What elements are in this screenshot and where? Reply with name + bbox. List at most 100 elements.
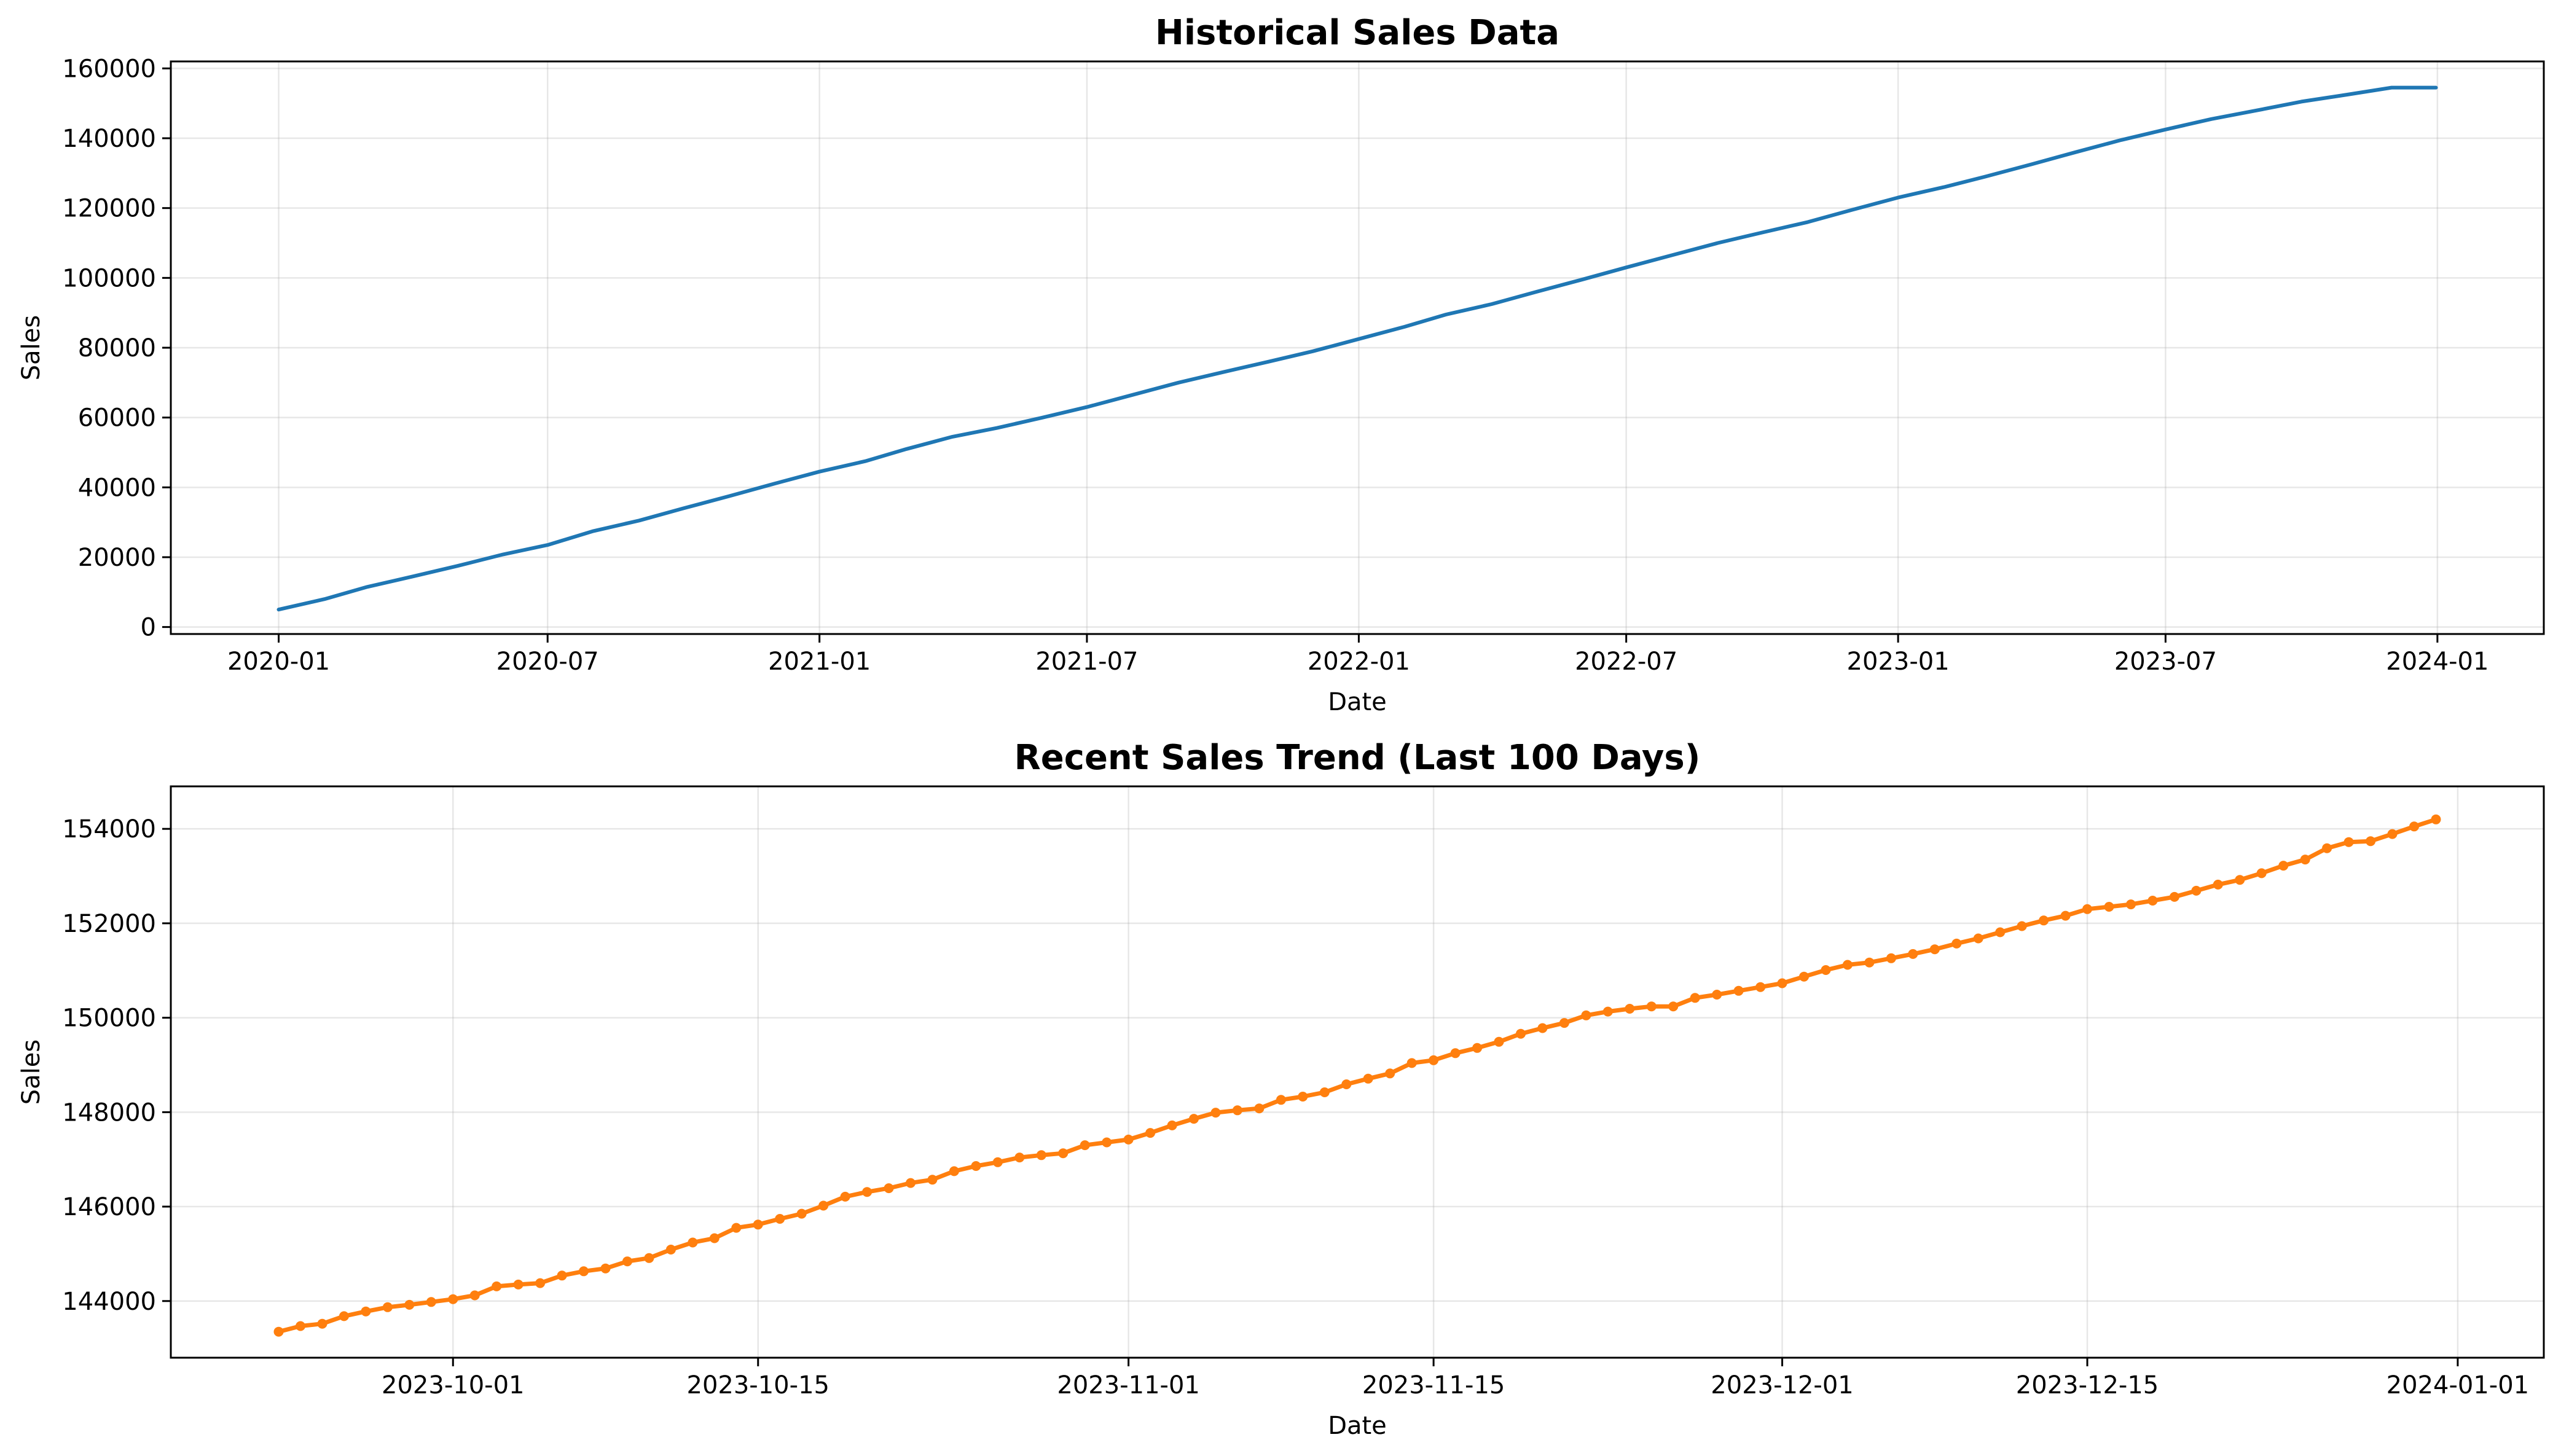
historical-x-axis-label: Date (1328, 688, 1387, 716)
data-point-marker (2235, 875, 2245, 885)
data-point-marker (1690, 993, 1700, 1003)
x-tick-label: 2023-11-15 (1362, 1371, 1505, 1399)
data-point-marker (2322, 843, 2332, 853)
x-tick-label: 2022-07 (1575, 648, 1677, 676)
data-point-marker (1014, 1153, 1025, 1163)
data-point-marker (2017, 921, 2027, 931)
data-point-marker (1494, 1036, 1504, 1047)
data-point-marker (513, 1279, 524, 1290)
y-tick-label: 150000 (62, 1004, 156, 1033)
recent-chart-title: Recent Sales Trend (Last 100 Days) (1014, 738, 1701, 778)
data-point-marker (840, 1191, 850, 1202)
data-point-marker (2191, 885, 2202, 896)
x-tick-label: 2023-10-15 (687, 1371, 829, 1399)
data-point-marker (665, 1245, 676, 1254)
y-tick-label: 146000 (62, 1193, 156, 1221)
data-point-marker (1799, 971, 1809, 982)
data-point-marker (361, 1306, 371, 1317)
data-point-marker (906, 1178, 916, 1188)
data-point-marker (2343, 837, 2354, 847)
x-tick-label: 2023-07 (2114, 648, 2217, 676)
data-point-marker (1995, 927, 2006, 937)
data-point-marker (1363, 1073, 1373, 1084)
data-point-marker (535, 1278, 546, 1288)
recent-sales-series-line (276, 817, 2438, 1334)
data-point-marker (1341, 1079, 1352, 1089)
y-tick-label: 0 (141, 614, 156, 642)
data-point-marker (1755, 982, 1766, 992)
data-point-marker (2082, 904, 2092, 914)
data-point-marker (1821, 965, 1831, 975)
historical-sales-chart: 2020-01 2020-07 2021-01 2021-07 2022-01 2022-… (17, 13, 2545, 716)
y-tick-label: 120000 (62, 195, 156, 223)
data-point-marker (1123, 1134, 1134, 1145)
data-point-marker (1646, 1001, 1657, 1012)
recent-sales-chart: 2023-10-01 2023-10-15 2023-11-01 2023-11-15… (17, 738, 2545, 1440)
data-point-marker (1733, 985, 1744, 996)
data-point-marker (1842, 960, 1853, 970)
data-point-marker (927, 1175, 938, 1185)
x-tick-label: 2021-01 (768, 648, 871, 676)
y-tick-label: 144000 (62, 1288, 156, 1316)
data-point-marker (1429, 1055, 1439, 1065)
data-point-marker (862, 1187, 873, 1197)
data-point-marker (2169, 891, 2179, 902)
x-tick-label: 2024-01-01 (2386, 1371, 2529, 1399)
y-tick-label: 20000 (78, 544, 156, 572)
data-point-marker (2104, 902, 2114, 912)
data-point-marker (731, 1223, 742, 1233)
x-tick-label: 2023-12-01 (1711, 1371, 1853, 1399)
y-tick-label: 148000 (62, 1098, 156, 1127)
x-tick-label: 2023-01 (1847, 648, 1950, 676)
data-point-marker (382, 1302, 393, 1312)
data-point-marker (1472, 1043, 1483, 1053)
data-point-marker (1712, 990, 1722, 1000)
data-point-marker (884, 1183, 894, 1194)
data-point-marker (273, 1326, 284, 1337)
y-tick-label: 60000 (78, 404, 156, 432)
data-point-marker (1929, 944, 1940, 955)
data-point-marker (1210, 1108, 1221, 1118)
data-point-marker (492, 1281, 502, 1291)
data-point-marker (1319, 1087, 1330, 1097)
data-point-marker (1777, 978, 1787, 988)
data-point-marker (600, 1263, 611, 1274)
data-point-marker (2147, 896, 2158, 906)
data-point-marker (775, 1214, 785, 1224)
data-point-marker (1625, 1004, 1635, 1014)
data-point-marker (1232, 1105, 1242, 1116)
data-point-marker (2039, 915, 2049, 926)
x-tick-label: 2020-07 (496, 648, 599, 676)
data-point-marker (622, 1256, 632, 1267)
data-point-marker (317, 1318, 327, 1329)
data-point-marker (949, 1166, 959, 1176)
data-point-marker (1886, 953, 1896, 963)
data-point-marker (1559, 1018, 1569, 1028)
y-tick-label: 160000 (62, 55, 156, 83)
data-point-marker (1864, 957, 1875, 968)
data-point-marker (709, 1233, 720, 1243)
data-point-marker (818, 1200, 829, 1211)
data-point-marker (1189, 1114, 1199, 1124)
data-point-marker (1406, 1058, 1417, 1068)
data-point-marker (992, 1157, 1003, 1167)
data-point-marker (1951, 938, 1962, 949)
data-point-marker (1537, 1023, 1548, 1033)
data-point-marker (2366, 836, 2376, 847)
data-point-marker (1385, 1068, 1395, 1079)
data-point-marker (2213, 879, 2223, 890)
data-point-marker (1668, 1001, 1679, 1012)
recent-plot-frame (170, 785, 2545, 1359)
data-point-marker (339, 1311, 349, 1321)
data-point-marker (796, 1208, 807, 1219)
data-point-marker (1908, 949, 1918, 959)
data-point-marker (1145, 1128, 1156, 1138)
data-point-marker (426, 1297, 436, 1307)
data-point-marker (1298, 1092, 1308, 1102)
data-point-marker (753, 1219, 763, 1230)
data-point-marker (1516, 1028, 1526, 1039)
data-point-marker (1080, 1140, 1090, 1151)
data-point-marker (688, 1237, 698, 1248)
y-tick-label: 100000 (62, 264, 156, 292)
